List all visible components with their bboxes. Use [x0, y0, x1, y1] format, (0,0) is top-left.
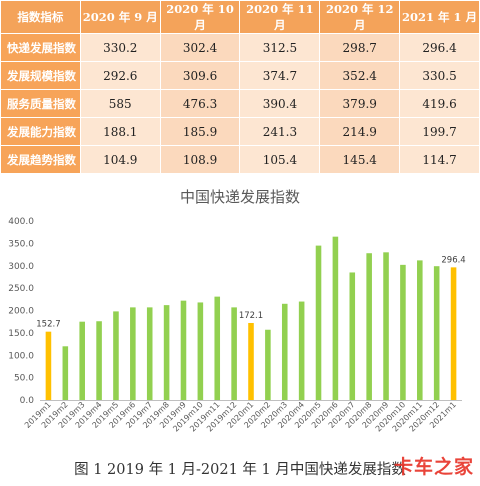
bar [146, 307, 153, 400]
data-label: 296.4 [441, 255, 465, 265]
bar [113, 311, 119, 400]
table-cell: 199.7 [399, 117, 480, 146]
table-cell: 352.4 [319, 61, 401, 90]
y-tick-label: 0.0 [20, 396, 35, 406]
bar [450, 267, 457, 400]
table-cell: 330.5 [399, 61, 480, 90]
bar [96, 321, 102, 400]
bar [231, 307, 237, 400]
table-cell: 302.4 [159, 33, 241, 62]
bar [417, 260, 423, 400]
y-tick-label: 200.0 [8, 307, 34, 317]
header-cell: 2020 年 12 月 [319, 0, 401, 34]
bar [197, 302, 204, 400]
table-cell: 241.3 [239, 117, 321, 146]
chart-title: 中国快递发展指数 [180, 188, 300, 206]
bar [248, 322, 254, 400]
bar [180, 300, 187, 400]
bar [130, 307, 136, 400]
table-cell: 330.2 [79, 33, 161, 62]
data-label: 152.7 [36, 320, 60, 330]
bar [383, 252, 389, 400]
watermark-logo: 卡车之家 [393, 456, 474, 478]
bar [79, 321, 85, 400]
header-cell: 指数指标 [0, 0, 81, 34]
data-label: 172.1 [239, 311, 263, 321]
bar [214, 296, 221, 400]
bar [315, 245, 322, 400]
bar [400, 264, 406, 400]
table-cell: 476.3 [159, 89, 241, 118]
table-row: 快递发展指数 330.2 302.4 312.5 298.7 296.4 [0, 33, 480, 62]
table-cell: 390.4 [239, 89, 321, 118]
bar [265, 329, 271, 400]
table-cell: 292.6 [79, 61, 161, 90]
bar [332, 236, 339, 400]
table-cell: 108.9 [159, 145, 241, 174]
table-cell: 145.4 [319, 145, 401, 174]
table-cell: 185.9 [159, 117, 241, 146]
bar [45, 331, 52, 400]
bar [366, 253, 372, 400]
table-row: 发展规模指数 292.6 309.6 374.7 352.4 330.5 [0, 61, 480, 90]
table-cell: 298.7 [319, 33, 401, 62]
header-cell: 2020 年 9 月 [79, 0, 161, 34]
table-cell: 114.7 [399, 145, 480, 174]
table-header-row: 指数指标 2020 年 9 月 2020 年 10 月 2020 年 11 月 … [0, 0, 480, 34]
row-label: 发展能力指数 [0, 117, 81, 146]
bar [298, 301, 305, 400]
table-cell: 104.9 [79, 145, 161, 174]
table-cell: 214.9 [319, 117, 401, 146]
bar [433, 266, 440, 400]
table-row: 发展趋势指数 104.9 108.9 105.4 145.4 114.7 [0, 145, 480, 174]
table-cell: 585 [79, 89, 161, 118]
header-cell: 2020 年 10 月 [159, 0, 241, 34]
bar [62, 346, 69, 400]
table-cell: 419.6 [399, 89, 480, 118]
bar-chart: 中国快递发展指数 0.0 50.0 100.0 150.0 200.0 250.0 300.… [8, 188, 465, 434]
y-tick-label: 400.0 [8, 217, 34, 227]
table-row: 发展能力指数 188.1 185.9 241.3 214.9 199.7 [0, 117, 480, 146]
bar [349, 272, 356, 400]
row-label: 发展趋势指数 [0, 145, 81, 174]
data-labels: 152.7 172.1 296.4 [36, 255, 465, 329]
bar [163, 305, 170, 400]
x-axis: 2019m12019m22019m32019m42019m52019m62019… [23, 400, 458, 433]
index-table: 指数指标 2020 年 9 月 2020 年 10 月 2020 年 11 月 … [0, 0, 480, 174]
table-cell: 188.1 [79, 117, 161, 146]
y-tick-label: 250.0 [8, 284, 34, 294]
row-label: 服务质量指数 [0, 89, 81, 118]
row-label: 发展规模指数 [0, 61, 81, 90]
table-cell: 309.6 [159, 61, 241, 90]
table-cell: 374.7 [239, 61, 321, 90]
table-cell: 105.4 [239, 145, 321, 174]
bar-series [45, 236, 457, 400]
bar [281, 303, 288, 400]
table-row: 服务质量指数 585 476.3 390.4 379.9 419.6 [0, 89, 480, 118]
table-cell: 379.9 [319, 89, 401, 118]
y-tick-label: 50.0 [14, 374, 34, 384]
figure-caption: 图 1 2019 年 1 月-2021 年 1 月中国快递发展指数 [74, 462, 406, 478]
header-cell: 2021 年 1 月 [399, 0, 480, 34]
y-tick-label: 300.0 [8, 262, 34, 272]
table-cell: 312.5 [239, 33, 321, 62]
row-label: 快递发展指数 [0, 33, 81, 62]
y-tick-label: 350.0 [8, 239, 34, 249]
y-tick-label: 150.0 [8, 329, 34, 339]
header-cell: 2020 年 11 月 [239, 0, 321, 34]
y-axis: 0.0 50.0 100.0 150.0 200.0 250.0 300.0 350.0 400… [8, 217, 34, 406]
y-tick-label: 100.0 [8, 351, 34, 361]
table-cell: 296.4 [399, 33, 480, 62]
